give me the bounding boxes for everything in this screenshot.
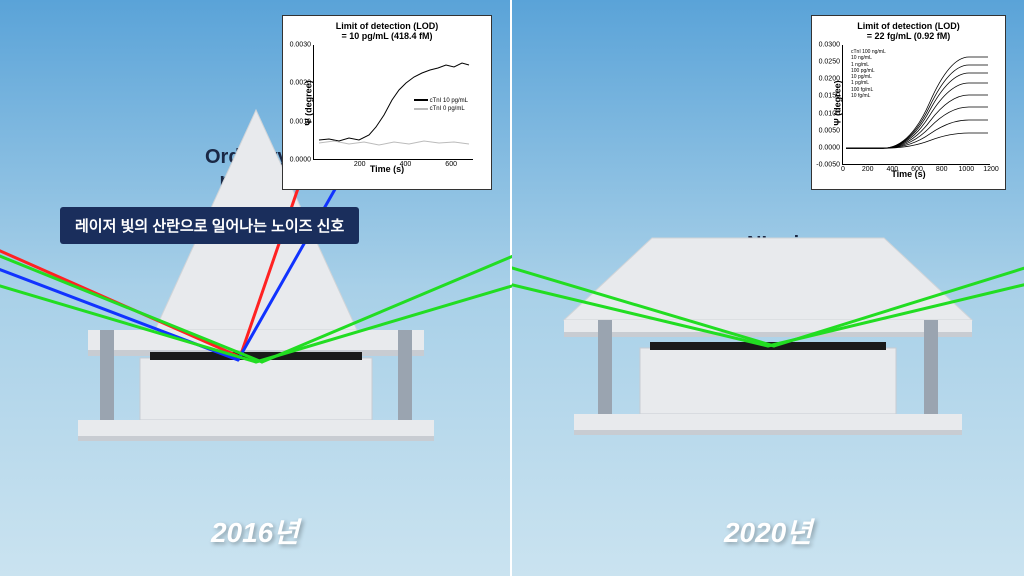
left-chart-xlabel: Time (s): [283, 164, 491, 177]
right-chart-title: Limit of detection (LOD)= 22 fg/mL (0.92…: [812, 16, 1005, 43]
left-chart-title: Limit of detection (LOD)= 10 pg/mL (418.…: [283, 16, 491, 43]
left-chart: Limit of detection (LOD)= 10 pg/mL (418.…: [282, 15, 492, 190]
noise-callout: 레이저 빛의 산란으로 일어나는 노이즈 신호: [60, 207, 359, 244]
right-chart: Limit of detection (LOD)= 22 fg/mL (0.92…: [811, 15, 1006, 190]
